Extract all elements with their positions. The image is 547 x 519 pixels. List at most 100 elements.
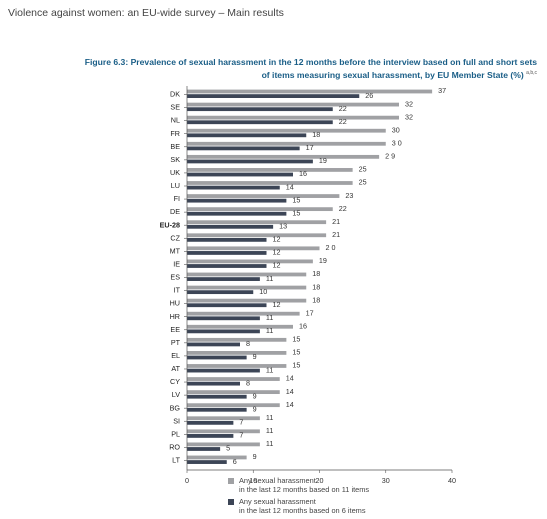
value-label-fi-series-1: 23: [345, 191, 353, 200]
value-label-be-series-1: 3 0: [392, 138, 402, 147]
value-label-sk-series-2: 19: [319, 156, 327, 165]
value-label-cz-series-2: 12: [273, 235, 281, 244]
x-tick-label-0: 0: [185, 476, 189, 485]
category-label-si: SI: [173, 416, 180, 425]
bar-cy-series-2: [187, 381, 240, 386]
value-label-lv-series-2: 9: [253, 391, 257, 400]
bar-lt-series-1: [187, 455, 247, 460]
category-label-at: AT: [171, 364, 180, 373]
value-label-cz-series-1: 21: [332, 230, 340, 239]
value-label-ie-series-2: 12: [273, 261, 281, 270]
value-label-at-series-1: 15: [292, 361, 300, 370]
bar-ie-series-1: [187, 259, 313, 264]
value-label-mt-series-2: 12: [273, 248, 281, 257]
category-label-mt: MT: [170, 246, 181, 255]
bar-hr-series-1: [187, 311, 300, 316]
bar-lv-series-2: [187, 394, 247, 399]
bar-fi-series-1: [187, 194, 340, 198]
value-label-el-series-2: 9: [253, 352, 257, 361]
bar-uk-series-1: [187, 168, 353, 172]
value-label-hu-series-1: 18: [312, 295, 320, 304]
bar-el-series-2: [187, 355, 247, 360]
bar-pt-series-2: [187, 342, 240, 347]
category-label-it: IT: [174, 286, 181, 295]
category-label-lv: LV: [172, 390, 180, 399]
bar-ee-series-2: [187, 329, 260, 334]
value-label-de-series-2: 15: [292, 208, 300, 217]
value-label-pt-series-1: 15: [292, 335, 300, 344]
bar-fi-series-2: [187, 198, 287, 203]
value-label-bg-series-1: 14: [286, 400, 294, 409]
legend-label-6-items-line2: in the last 12 months based on 6 items: [239, 506, 366, 515]
value-label-at-series-2: 11: [266, 365, 273, 374]
bar-bg-series-2: [187, 407, 247, 412]
bar-el-series-1: [187, 351, 287, 355]
bar-dk-series-1: [187, 89, 433, 94]
value-label-hu-series-2: 12: [273, 300, 281, 309]
category-label-bg: BG: [170, 403, 181, 412]
value-label-fr-series-2: 18: [312, 130, 320, 139]
value-label-se-series-1: 32: [405, 99, 413, 108]
category-label-fi: FI: [174, 194, 180, 203]
category-label-ie: IE: [173, 260, 180, 269]
bar-lu-series-1: [187, 181, 353, 185]
bar-mt-series-1: [187, 246, 320, 251]
category-label-cz: CZ: [170, 233, 180, 242]
category-label-hr: HR: [170, 312, 180, 321]
bar-uk-series-2: [187, 172, 293, 177]
bar-pt-series-1: [187, 337, 287, 342]
bar-de-series-2: [187, 211, 287, 216]
value-label-pl-series-1: 11: [266, 426, 273, 435]
bar-es-series-2: [187, 277, 260, 281]
figure-title: Figure 6.3: Prevalence of sexual harassm…: [60, 57, 537, 81]
x-tick-label-20: 20: [316, 476, 324, 485]
bar-ro-series-2: [187, 447, 221, 451]
category-label-lu: LU: [171, 181, 180, 190]
legend-item-6-items: Any sexual harassment in the last 12 mon…: [228, 497, 369, 515]
category-label-eu-28: EU-28: [160, 220, 180, 229]
value-label-it-series-2: 10: [259, 287, 267, 296]
value-label-ro-series-1: 11: [266, 439, 273, 448]
category-label-sk: SK: [170, 155, 180, 164]
bar-si-series-2: [187, 420, 234, 425]
category-label-cy: CY: [170, 377, 180, 386]
bar-pl-series-2: [187, 434, 234, 438]
legend-label-6-items-line1: Any sexual harassment: [239, 497, 316, 506]
category-label-el: EL: [171, 351, 180, 360]
value-label-ie-series-1: 19: [319, 256, 327, 265]
value-label-be-series-2: 17: [306, 143, 314, 152]
figure-title-line1: Figure 6.3: Prevalence of sexual harassm…: [84, 57, 537, 67]
bar-at-series-1: [187, 364, 287, 368]
bar-lu-series-2: [187, 185, 280, 190]
value-label-it-series-1: 18: [312, 282, 320, 291]
bar-sk-series-1: [187, 154, 380, 159]
value-label-hr-series-1: 17: [306, 308, 314, 317]
category-label-lt: LT: [172, 456, 180, 465]
category-label-nl: NL: [171, 116, 180, 125]
category-label-dk: DK: [170, 90, 180, 99]
bar-hr-series-2: [187, 316, 260, 321]
value-label-lu-series-2: 14: [286, 182, 294, 191]
legend-swatch-6-items: [228, 499, 234, 505]
bar-cz-series-1: [187, 233, 327, 238]
legend-swatch-11-items: [228, 478, 234, 484]
bar-cy-series-1: [187, 377, 280, 381]
value-label-el-series-1: 15: [292, 348, 300, 357]
value-label-dk-series-2: 26: [365, 91, 373, 100]
bar-si-series-1: [187, 416, 260, 421]
x-tick-label-10: 10: [249, 476, 257, 485]
value-label-es-series-2: 11: [266, 274, 273, 283]
value-label-lt-series-1: 9: [253, 452, 257, 461]
value-label-eu-28-series-2: 13: [279, 222, 287, 231]
value-label-ee-series-1: 16: [299, 321, 307, 330]
category-label-pt: PT: [171, 338, 181, 347]
bar-fr-series-1: [187, 128, 386, 133]
bar-dk-series-2: [187, 94, 360, 98]
legend-label-11-items-line2: in the last 12 months based on 11 items: [239, 485, 370, 494]
bar-nl-series-1: [187, 115, 399, 120]
value-label-dk-series-1: 37: [438, 86, 446, 95]
value-label-ro-series-2: 5: [226, 444, 230, 453]
value-label-fi-series-2: 15: [292, 195, 300, 204]
category-label-be: BE: [170, 142, 180, 151]
